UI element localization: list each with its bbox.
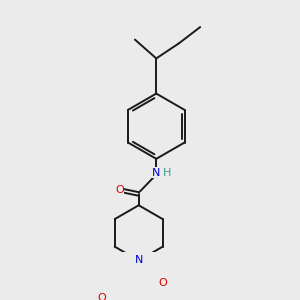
Text: O: O [115, 185, 124, 195]
Text: N: N [152, 168, 160, 178]
Text: O: O [97, 293, 106, 300]
Text: H: H [163, 168, 171, 178]
Text: O: O [159, 278, 167, 288]
Text: N: N [134, 256, 143, 266]
